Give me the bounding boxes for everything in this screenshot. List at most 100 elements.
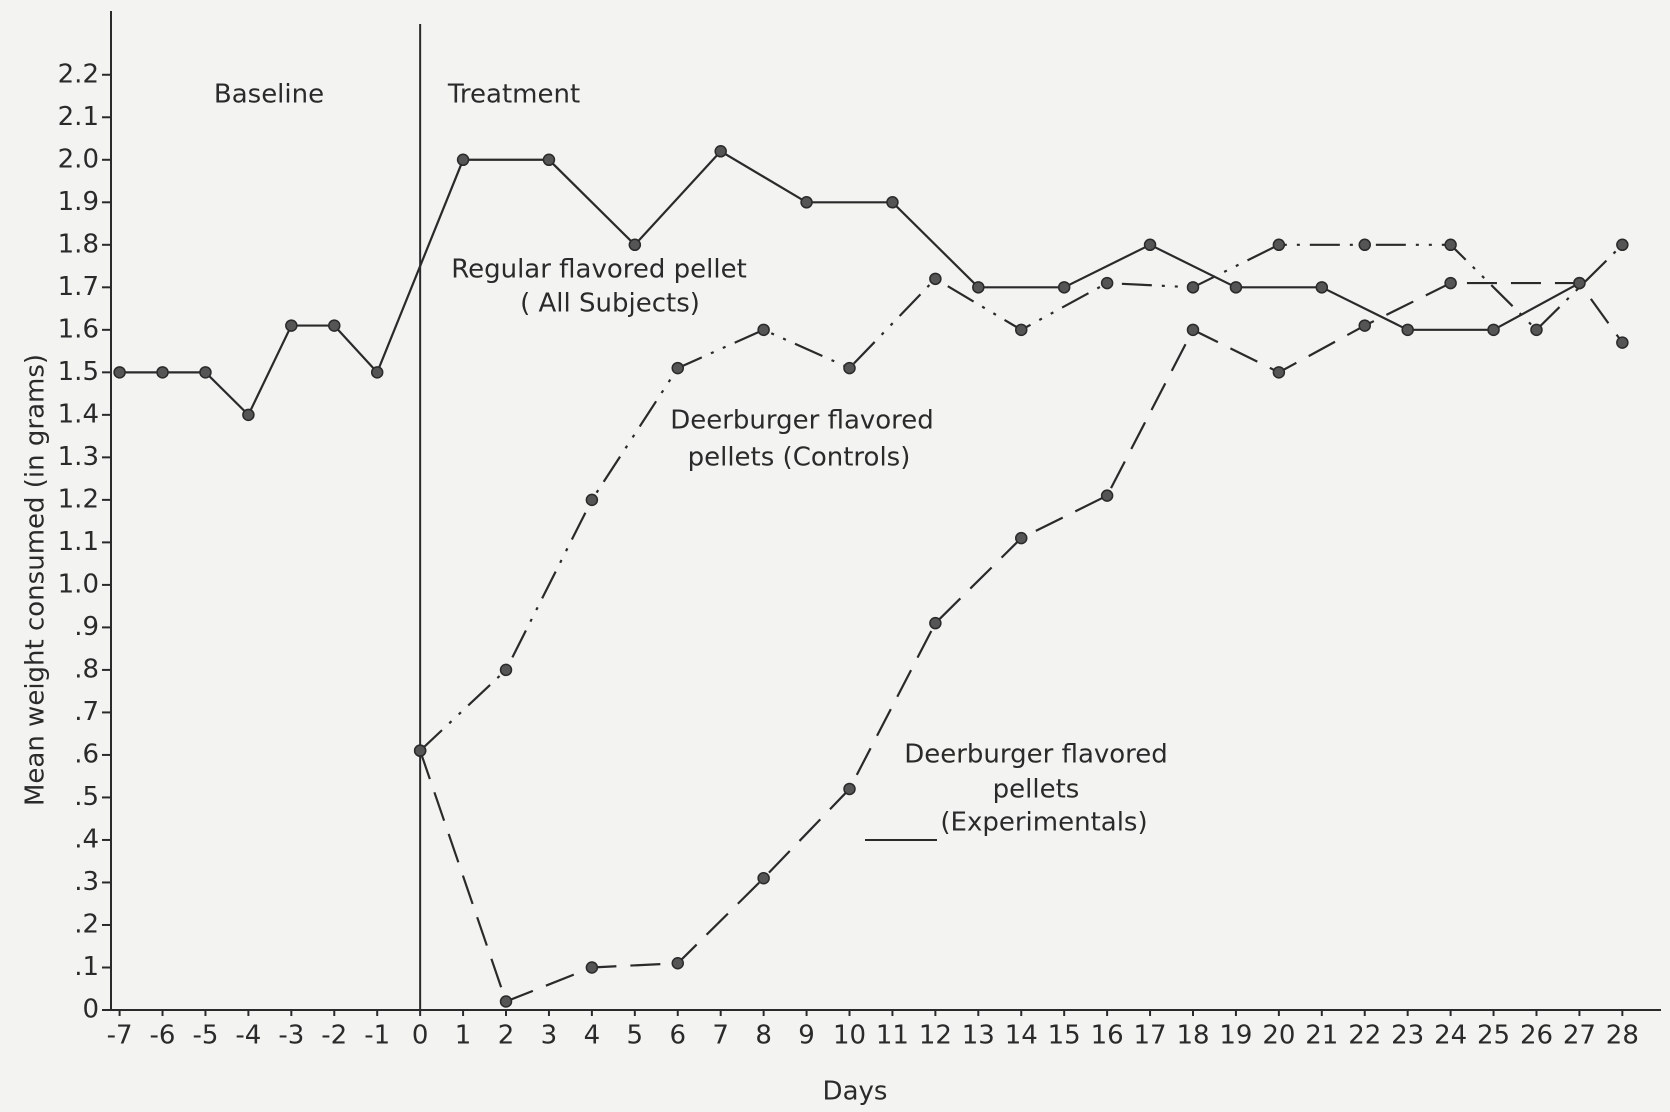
data-point: [757, 323, 770, 337]
y-tick-label: .2: [74, 909, 99, 939]
annotation: pellets: [993, 775, 1080, 805]
series-line: [119, 149, 1580, 417]
data-point: [1100, 489, 1114, 502]
data-point: [1186, 323, 1200, 337]
annotation: Baseline: [214, 80, 324, 110]
y-tick-label: .3: [74, 867, 99, 897]
y-tick-label: 1.2: [58, 484, 99, 514]
annotation: Regular flavored pellet: [451, 255, 747, 285]
x-tick-label: 4: [584, 1021, 601, 1051]
x-tick-label: 17: [1134, 1021, 1167, 1051]
data-point: [1315, 281, 1329, 294]
y-tick-label: .5: [74, 782, 99, 812]
y-tick-label: 1.8: [58, 229, 99, 259]
data-point: [1229, 281, 1243, 294]
data-point: [1487, 323, 1500, 337]
data-point: [1616, 336, 1629, 349]
data-point: [1014, 531, 1028, 545]
data-point: [1100, 276, 1114, 290]
data-point: [671, 361, 685, 375]
x-tick-label: 20: [1262, 1021, 1295, 1051]
y-tick-label: 2.0: [58, 144, 99, 174]
annotation: (Experimentals): [940, 808, 1147, 838]
data-point: [972, 281, 985, 294]
x-tick-label: 24: [1434, 1021, 1467, 1051]
x-tick-label: 10: [833, 1021, 866, 1051]
data-point: [929, 272, 942, 286]
x-tick-label: 27: [1563, 1021, 1596, 1051]
data-point: [1444, 276, 1457, 290]
x-tick-label: 14: [1005, 1021, 1038, 1051]
y-tick-label: 1.7: [58, 272, 99, 302]
data-point: [499, 663, 513, 677]
x-tick-label: 13: [962, 1021, 995, 1051]
x-tick-label: 9: [798, 1021, 815, 1051]
y-tick-label: 1.1: [58, 527, 99, 557]
y-tick-label: 1.4: [58, 399, 99, 429]
data-point: [1358, 319, 1371, 332]
annotation: pellets (Controls): [688, 443, 911, 473]
y-tick-label: 1.6: [58, 314, 99, 344]
y-axis-label: Mean weight consumed (in grams): [21, 354, 51, 806]
data-point: [1272, 366, 1286, 379]
x-tick-label: 2: [498, 1021, 515, 1051]
y-tick-label: 2.2: [58, 59, 99, 89]
data-point: [542, 153, 556, 167]
y-tick-label: 1.9: [58, 187, 99, 217]
data-point: [929, 616, 942, 630]
x-tick-label: -2: [321, 1021, 347, 1051]
annotation: Deerburger flavored: [904, 740, 1168, 770]
data-point: [1358, 238, 1371, 252]
data-point: [1057, 281, 1071, 294]
data-point: [1401, 323, 1414, 337]
data-point: [1186, 281, 1200, 294]
x-tick-label: 19: [1219, 1021, 1252, 1051]
data-point: [285, 319, 298, 332]
data-point: [886, 196, 899, 209]
x-tick-label: 26: [1520, 1021, 1553, 1051]
x-tick-label: 18: [1176, 1021, 1209, 1051]
data-point: [1530, 323, 1543, 337]
x-tick-label: 25: [1477, 1021, 1510, 1051]
data-point: [1143, 238, 1157, 252]
data-point: [714, 145, 727, 158]
x-tick-label: 8: [755, 1021, 772, 1051]
data-point: [1616, 238, 1629, 252]
x-tick-label: 3: [541, 1021, 558, 1051]
data-point: [843, 782, 856, 796]
y-tick-label: 1.0: [58, 569, 99, 599]
series-line: [419, 243, 1624, 752]
series-line: [419, 281, 1624, 1003]
y-tick-label: 1.5: [58, 357, 99, 387]
data-point: [328, 319, 341, 332]
data-point: [499, 995, 513, 1008]
data-point: [585, 493, 599, 507]
data-point: [843, 361, 856, 375]
data-point: [1444, 238, 1457, 252]
x-tick-label: -4: [235, 1021, 261, 1051]
x-tick-label: 22: [1348, 1021, 1381, 1051]
y-tick-label: 2.1: [58, 102, 99, 132]
data-point: [199, 366, 212, 379]
x-tick-label: 16: [1091, 1021, 1124, 1051]
data-point: [671, 956, 685, 970]
data-point: [413, 744, 427, 757]
y-tick-label: 1.3: [58, 442, 99, 472]
data-point: [456, 153, 470, 167]
x-tick-label: -1: [364, 1021, 390, 1051]
x-axis-label: Days: [823, 1077, 888, 1107]
x-tick-label: 0: [412, 1021, 429, 1051]
x-tick-label: -7: [107, 1021, 133, 1051]
x-tick-label: -6: [150, 1021, 176, 1051]
x-tick-label: 6: [669, 1021, 686, 1051]
x-tick-label: 1: [455, 1021, 472, 1051]
data-point: [113, 366, 126, 379]
data-point: [628, 238, 642, 252]
x-tick-label: 28: [1606, 1021, 1639, 1051]
annotation: Treatment: [447, 80, 580, 110]
y-tick-label: 0: [82, 995, 99, 1025]
x-tick-label: 11: [876, 1021, 909, 1051]
data-point: [757, 871, 770, 885]
data-point: [1573, 276, 1586, 290]
